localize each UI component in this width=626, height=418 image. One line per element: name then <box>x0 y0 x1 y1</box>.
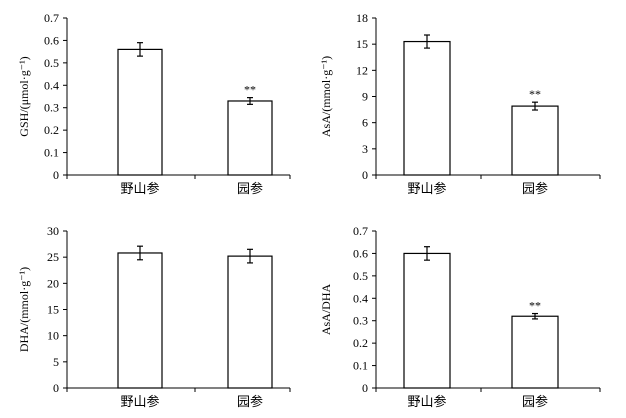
y-axis-label: GSH/(μmol·g⁻¹) <box>17 56 31 136</box>
x-tick-label: 园参 <box>237 394 263 409</box>
x-tick-label: 野山参 <box>407 394 446 409</box>
y-tick-label: 0.3 <box>353 314 368 328</box>
y-tick-label: 0.5 <box>44 56 59 70</box>
y-tick-label: 9 <box>362 90 368 104</box>
y-tick-label: 25 <box>47 250 59 264</box>
y-axis-label: AsA/DHA <box>319 284 333 336</box>
y-tick-label: 20 <box>47 276 59 290</box>
y-tick-label: 30 <box>47 224 59 238</box>
x-tick-label: 园参 <box>522 394 548 409</box>
y-tick-label: 6 <box>362 116 368 130</box>
y-tick-label: 0.5 <box>353 269 368 283</box>
y-tick-label: 15 <box>356 37 368 51</box>
bar-2 <box>227 255 273 389</box>
y-tick-label: 0.4 <box>353 291 368 305</box>
y-axis-label: DHA/(mmol·g⁻¹) <box>17 267 31 352</box>
y-tick-label: 0.2 <box>44 123 59 137</box>
y-tick-label: 0.6 <box>353 246 368 260</box>
y-tick-label: 0.6 <box>44 33 59 47</box>
y-tick-label: 0 <box>53 168 59 182</box>
bar-1 <box>117 252 163 389</box>
y-tick-label: 0.7 <box>44 11 59 25</box>
y-axis-label: AsA/(mmol·g⁻¹) <box>319 56 333 137</box>
y-tick-label: 5 <box>53 355 59 369</box>
bar-2 <box>227 100 273 176</box>
y-tick-label: 0.2 <box>353 336 368 350</box>
y-tick-label: 0.4 <box>44 78 59 92</box>
y-tick-label: 0.1 <box>353 359 368 373</box>
bar-2 <box>511 315 559 389</box>
y-tick-label: 18 <box>356 11 368 25</box>
chart-panel-4: 0 0.1 0.2 0.3 0.4 0.5 0.6 0.7 野山参 ** 园参 AsA/DHA <box>319 224 601 409</box>
y-tick-label: 0.1 <box>44 146 59 160</box>
y-tick-label: 10 <box>47 329 59 343</box>
y-tick-label: 3 <box>362 142 368 156</box>
y-tick-label: 12 <box>356 63 368 77</box>
y-tick-label: 0.3 <box>44 101 59 115</box>
y-tick-label: 0.7 <box>353 224 368 238</box>
bar-2 <box>511 105 559 176</box>
x-tick-label: 园参 <box>237 181 263 196</box>
chart-panel-1: 0 0.1 0.2 0.3 0.4 0.5 0.6 0.7 野山参 ** 园参 GSH/(μmol·g… <box>17 11 291 196</box>
chart-panel-2: 0 3 6 9 12 15 18 野山参 ** 园参 AsA/(mmol·g⁻¹) <box>319 11 601 196</box>
x-tick-label: 野山参 <box>120 181 159 196</box>
y-tick-label: 0 <box>53 381 59 395</box>
bar-1 <box>403 40 451 176</box>
significance-label: ** <box>529 87 541 101</box>
x-tick-label: 园参 <box>522 181 548 196</box>
y-tick-label: 0 <box>362 168 368 182</box>
bar-1 <box>403 252 451 389</box>
x-tick-label: 野山参 <box>407 181 446 196</box>
y-tick-label: 15 <box>47 303 59 317</box>
x-tick-label: 野山参 <box>120 394 159 409</box>
significance-label: ** <box>244 83 256 97</box>
bar-1 <box>117 48 163 176</box>
chart-panel-3: 0 5 10 15 20 25 30 野山参 园参 DHA/(mmol·g⁻¹) <box>17 224 291 409</box>
y-tick-label: 0 <box>362 381 368 395</box>
significance-label: ** <box>529 299 541 313</box>
